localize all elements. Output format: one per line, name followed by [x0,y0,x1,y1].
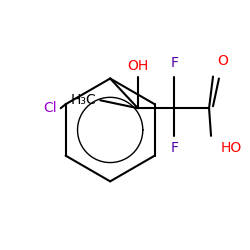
Text: O: O [218,54,228,68]
Text: OH: OH [127,59,148,73]
Text: HO: HO [220,141,242,155]
Text: F: F [170,56,178,70]
Text: Cl: Cl [43,101,57,115]
Text: H₃C: H₃C [70,93,96,107]
Text: F: F [170,141,178,155]
